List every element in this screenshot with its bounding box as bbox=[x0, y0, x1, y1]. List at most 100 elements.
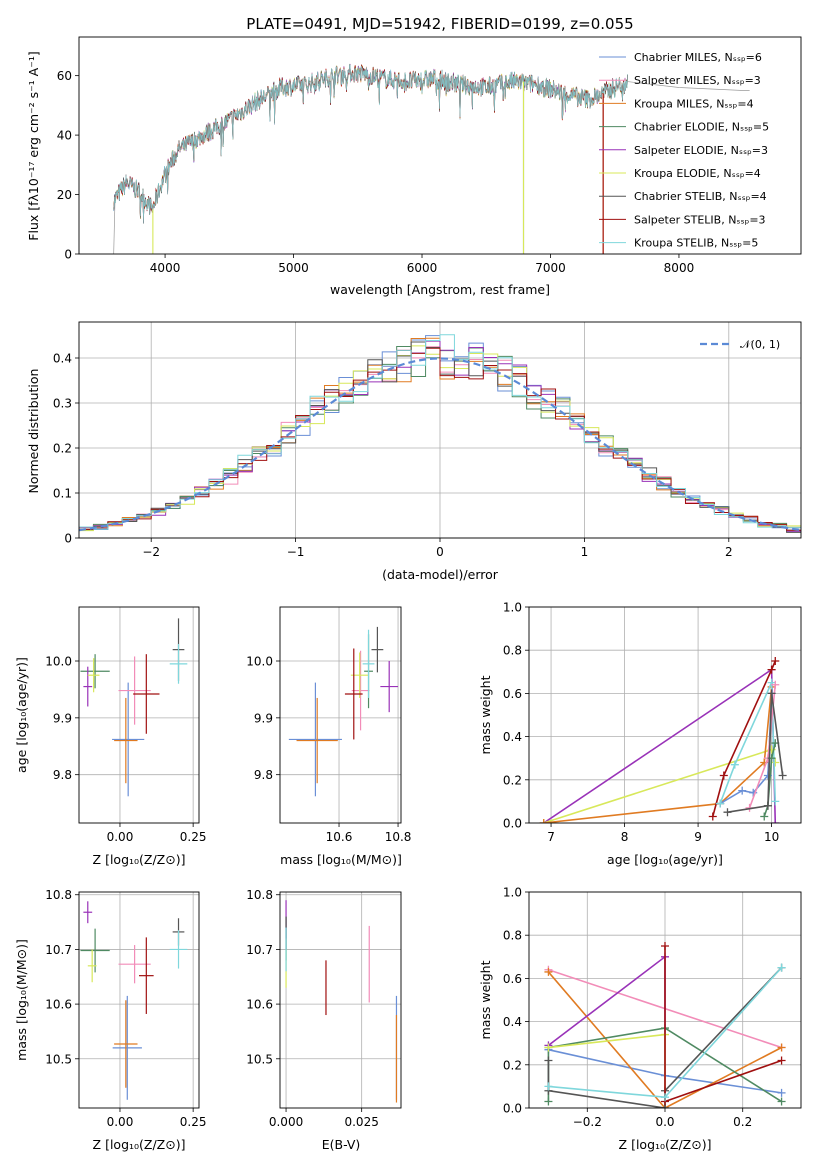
y-tick-label: 9.8 bbox=[53, 768, 72, 782]
legend-label: Chabrier STELIB, Nₛₛₚ=4 bbox=[634, 190, 767, 203]
age-z-xlabel: Z [log₁₀(Z/Z⊙)] bbox=[93, 852, 186, 867]
axes-frame bbox=[528, 891, 802, 1109]
data-point bbox=[169, 643, 188, 684]
series-marker bbox=[771, 680, 780, 689]
y-tick-label: 9.8 bbox=[254, 768, 273, 782]
series-line bbox=[547, 955, 666, 1108]
weight-z-panel: −0.2 0.0 0.2 0.0 0.2 0.4 0.6 0.8 1.0 Z [log₁₀(Z/… bbox=[478, 886, 802, 1152]
y-tick-label: 10.8 bbox=[45, 888, 72, 902]
series-marker bbox=[767, 689, 776, 698]
errorbar-points bbox=[288, 626, 399, 797]
y-tick-label: 0.3 bbox=[53, 397, 72, 411]
data-point bbox=[83, 666, 93, 707]
errorbar-points bbox=[285, 900, 398, 1103]
x-tick-label: −0.2 bbox=[573, 1115, 602, 1129]
weight-age-ylabel: mass weight bbox=[478, 675, 493, 754]
data-point bbox=[80, 654, 110, 689]
data-point bbox=[118, 945, 151, 984]
axes-frame bbox=[528, 606, 802, 824]
series-line bbox=[719, 693, 773, 805]
y-tick-label: 1.0 bbox=[503, 886, 522, 900]
x-tick-label: 8 bbox=[621, 830, 629, 844]
x-tick-label: 9 bbox=[694, 830, 702, 844]
series-marker bbox=[544, 1043, 553, 1052]
x-tick-label: 7000 bbox=[535, 261, 566, 275]
weight-age-xlabel: age [log₁₀(age/yr)] bbox=[607, 852, 723, 867]
y-tick-label: 0.8 bbox=[503, 644, 522, 658]
histogram-panel: −2 −1 0 1 2 0 0.1 0.2 0.3 0.4 𝒩(0, 1) (data-model)… bbox=[26, 321, 802, 582]
series-marker bbox=[771, 797, 780, 806]
legend-label: Kroupa ELODIE, Nₛₛₚ=4 bbox=[634, 167, 761, 180]
histogram-xlabel: (data-model)/error bbox=[382, 567, 499, 582]
series-line bbox=[719, 682, 777, 804]
legend-label: Chabrier MILES, Nₛₛₚ=6 bbox=[634, 51, 762, 64]
series-marker bbox=[777, 963, 786, 972]
age-mass-panel: 10.6 10.8 9.8 9.9 10.0 mass [log₁₀(M/M⊙)] bbox=[246, 606, 411, 867]
x-tick-label: 7 bbox=[547, 830, 555, 844]
series-marker bbox=[544, 1082, 553, 1091]
axes-frame bbox=[78, 891, 200, 1109]
series-marker bbox=[730, 760, 739, 769]
series-marker bbox=[778, 771, 787, 780]
histogram-bars bbox=[79, 334, 801, 533]
weight-series bbox=[544, 942, 786, 1108]
age-z-panel: 0.00 0.25 9.8 9.9 10.0 Z [log₁₀(Z/Z⊙)] age [… bbox=[14, 606, 207, 867]
series-marker bbox=[763, 801, 772, 810]
series-marker bbox=[771, 657, 780, 665]
series-marker bbox=[738, 786, 747, 795]
normal-reference-curve bbox=[79, 357, 801, 532]
axes-frame bbox=[78, 36, 802, 255]
legend-label: Kroupa STELIB, Nₛₛₚ=5 bbox=[634, 237, 758, 250]
data-point bbox=[344, 648, 363, 740]
mass-z-ylabel: mass [log₁₀(M/M⊙)] bbox=[14, 939, 29, 1061]
x-tick-label: 0.00 bbox=[107, 830, 134, 844]
x-tick-label: 0.025 bbox=[344, 1115, 378, 1129]
y-tick-label: 0.8 bbox=[503, 929, 522, 943]
data-point bbox=[112, 995, 142, 1100]
figure-title: PLATE=0491, MJD=51942, FIBERID=0199, z=0… bbox=[246, 15, 633, 33]
series-marker bbox=[771, 758, 780, 767]
legend-label: Salpeter MILES, Nₛₛₚ=3 bbox=[634, 74, 761, 87]
data-point bbox=[133, 654, 160, 734]
y-tick-label: 0.4 bbox=[53, 352, 72, 366]
x-tick-label: 2 bbox=[725, 545, 733, 559]
y-tick-label: 10.0 bbox=[45, 655, 72, 669]
x-tick-label: 0.2 bbox=[733, 1115, 752, 1129]
model-spectrum-line bbox=[113, 63, 628, 224]
y-tick-label: 0.4 bbox=[503, 1015, 522, 1029]
weight-series bbox=[539, 657, 787, 823]
y-tick-label: 10.7 bbox=[45, 943, 72, 957]
series-marker bbox=[716, 799, 725, 808]
y-tick-label: 10.7 bbox=[246, 943, 273, 957]
x-tick-label: 0.25 bbox=[180, 830, 207, 844]
series-marker bbox=[544, 967, 553, 976]
series-line bbox=[763, 742, 777, 817]
mass-ebv-xlabel: E(B-V) bbox=[322, 1137, 361, 1152]
y-tick-label: 10.6 bbox=[45, 998, 72, 1012]
series-marker bbox=[777, 1088, 786, 1097]
errorbar-points bbox=[80, 901, 188, 1100]
x-tick-label: 10.6 bbox=[326, 830, 353, 844]
spectrum-lines bbox=[113, 63, 750, 254]
y-tick-label: 9.9 bbox=[53, 711, 72, 725]
histogram-ylabel: Normed distribution bbox=[26, 369, 41, 494]
legend-label: Kroupa MILES, Nₛₛₚ=4 bbox=[634, 97, 754, 110]
series-line bbox=[543, 686, 773, 823]
y-tick-label: 10.8 bbox=[246, 888, 273, 902]
x-tick-label: 1 bbox=[581, 545, 589, 559]
data-point bbox=[87, 949, 97, 983]
x-tick-label: 4000 bbox=[150, 261, 181, 275]
spectrum-xlabel: wavelength [Angstrom, rest frame] bbox=[330, 282, 550, 297]
x-tick-label: 5000 bbox=[278, 261, 309, 275]
x-tick-label: 0.25 bbox=[180, 1115, 207, 1129]
series-marker bbox=[544, 1097, 553, 1106]
axes-frame bbox=[279, 891, 402, 1109]
legend-label: Chabrier ELODIE, Nₛₛₚ=5 bbox=[634, 121, 769, 134]
mass-z-xlabel: Z [log₁₀(Z/Z⊙)] bbox=[93, 1137, 186, 1152]
data-point bbox=[112, 682, 145, 797]
y-tick-label: 0.2 bbox=[53, 442, 72, 456]
series-marker bbox=[760, 812, 769, 821]
series-marker bbox=[777, 1043, 786, 1052]
x-tick-label: 0.000 bbox=[269, 1115, 303, 1129]
